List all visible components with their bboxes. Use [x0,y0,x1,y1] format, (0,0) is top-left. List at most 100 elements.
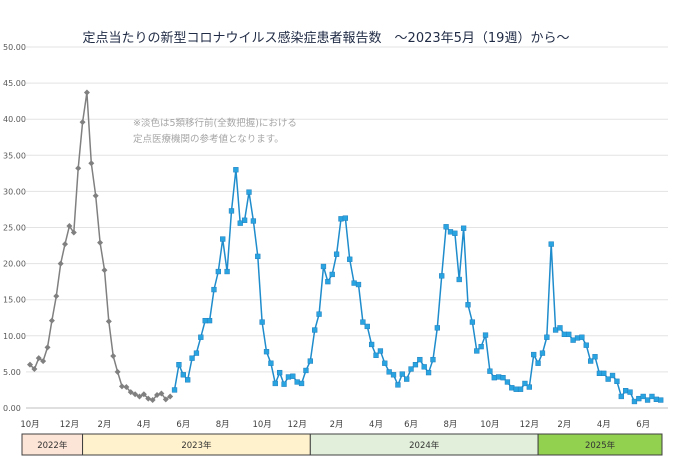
data-point [290,373,296,379]
data-point [627,389,633,395]
data-point [132,391,139,398]
data-point [653,396,659,402]
y-tick-label: 35.00 [3,151,26,160]
data-point [44,344,51,351]
data-point [114,368,121,375]
data-point [351,280,357,286]
x-tick-label: 12月 [520,420,539,430]
x-tick-label: 6月 [636,420,650,430]
x-tick-label: 10月 [480,420,499,430]
data-point [390,372,397,378]
data-point [561,331,568,338]
data-point [110,353,117,360]
data-point [83,89,90,96]
data-point [579,334,585,340]
y-axis-ticks: 0.00 5.00 10.00 15.00 20.00 25.00 30.00 35.00 40… [3,43,26,413]
data-point [167,393,174,400]
data-point [368,341,375,348]
data-point [127,389,134,396]
data-point [412,362,419,368]
data-point [53,293,60,300]
data-point [649,393,655,400]
data-point [386,369,392,375]
data-point [325,279,331,285]
data-point [285,374,292,380]
data-point [75,165,82,172]
data-point [491,375,497,381]
data-point [421,364,427,370]
data-point [215,268,221,275]
data-point [566,331,572,338]
data-point [307,358,313,364]
data-point [592,354,598,360]
data-point [255,253,261,260]
data-point [224,268,230,275]
data-point [272,380,278,387]
data-point [583,342,589,348]
x-tick-label: 2月 [330,420,344,430]
data-point [548,241,554,247]
data-point [176,362,182,368]
data-point [504,379,511,385]
data-point [338,216,344,222]
year-band-label: 2025年 [585,440,616,451]
x-tick-label: 4月 [369,420,383,430]
chart-title: 定点当たりの新型コロナウイルス感染症患者報告数 ～2023年5月（19週）から～ [83,30,570,46]
data-point [552,327,559,333]
data-point [312,327,318,333]
data-point [596,370,603,376]
data-point [478,343,484,350]
x-tick-label: 10月 [20,420,39,430]
data-point [452,230,458,236]
data-point [27,361,33,368]
year-band-label: 2023年 [181,440,212,451]
year-bands: 2022年 2023年 2024年 2025年 [21,433,663,456]
data-point [364,323,370,330]
x-tick-label: 8月 [444,420,458,430]
data-point [522,380,528,387]
data-point [105,318,112,325]
data-point [149,397,156,404]
y-tick-label: 50.00 [3,43,26,52]
data-point [382,360,388,366]
data-point [70,229,77,236]
data-point [623,388,629,394]
y-tick-label: 30.00 [3,187,26,196]
x-tick-label: 12月 [60,420,79,430]
data-point [88,160,95,167]
data-point [298,380,305,387]
data-point [31,366,38,373]
data-point [48,317,55,324]
data-point [439,273,445,279]
x-tick-label: 12月 [288,420,307,430]
year-band-label: 2024年 [409,440,440,451]
data-point [417,356,423,363]
data-point [233,167,239,173]
data-point [644,397,651,403]
data-point [180,372,186,378]
data-point [329,271,335,278]
data-point [408,366,414,372]
y-tick-label: 0.00 [3,404,21,413]
data-point [509,385,515,391]
data-point [277,369,283,376]
data-point [601,370,607,376]
data-point [237,220,243,226]
y-tick-label: 25.00 [3,224,26,233]
data-point [373,352,379,358]
y-tick-label: 15.00 [3,296,26,305]
data-point [92,192,99,199]
data-point [171,387,178,393]
x-tick-label: 6月 [176,420,190,430]
data-point [587,358,594,364]
data-point [140,391,147,398]
data-point [430,356,436,363]
data-point [206,317,213,324]
data-point [456,276,462,283]
x-tick-label: 4月 [137,420,151,430]
x-axis-ticks: 10月 12月 2月 4月 6月 8月 10月 12月 2月 4月 6月 8月 10月 12月 2月 4月 6月 [20,420,650,430]
data-point [482,332,489,338]
data-point [281,381,287,387]
data-point [636,395,642,402]
y-tick-label: 10.00 [3,332,26,341]
